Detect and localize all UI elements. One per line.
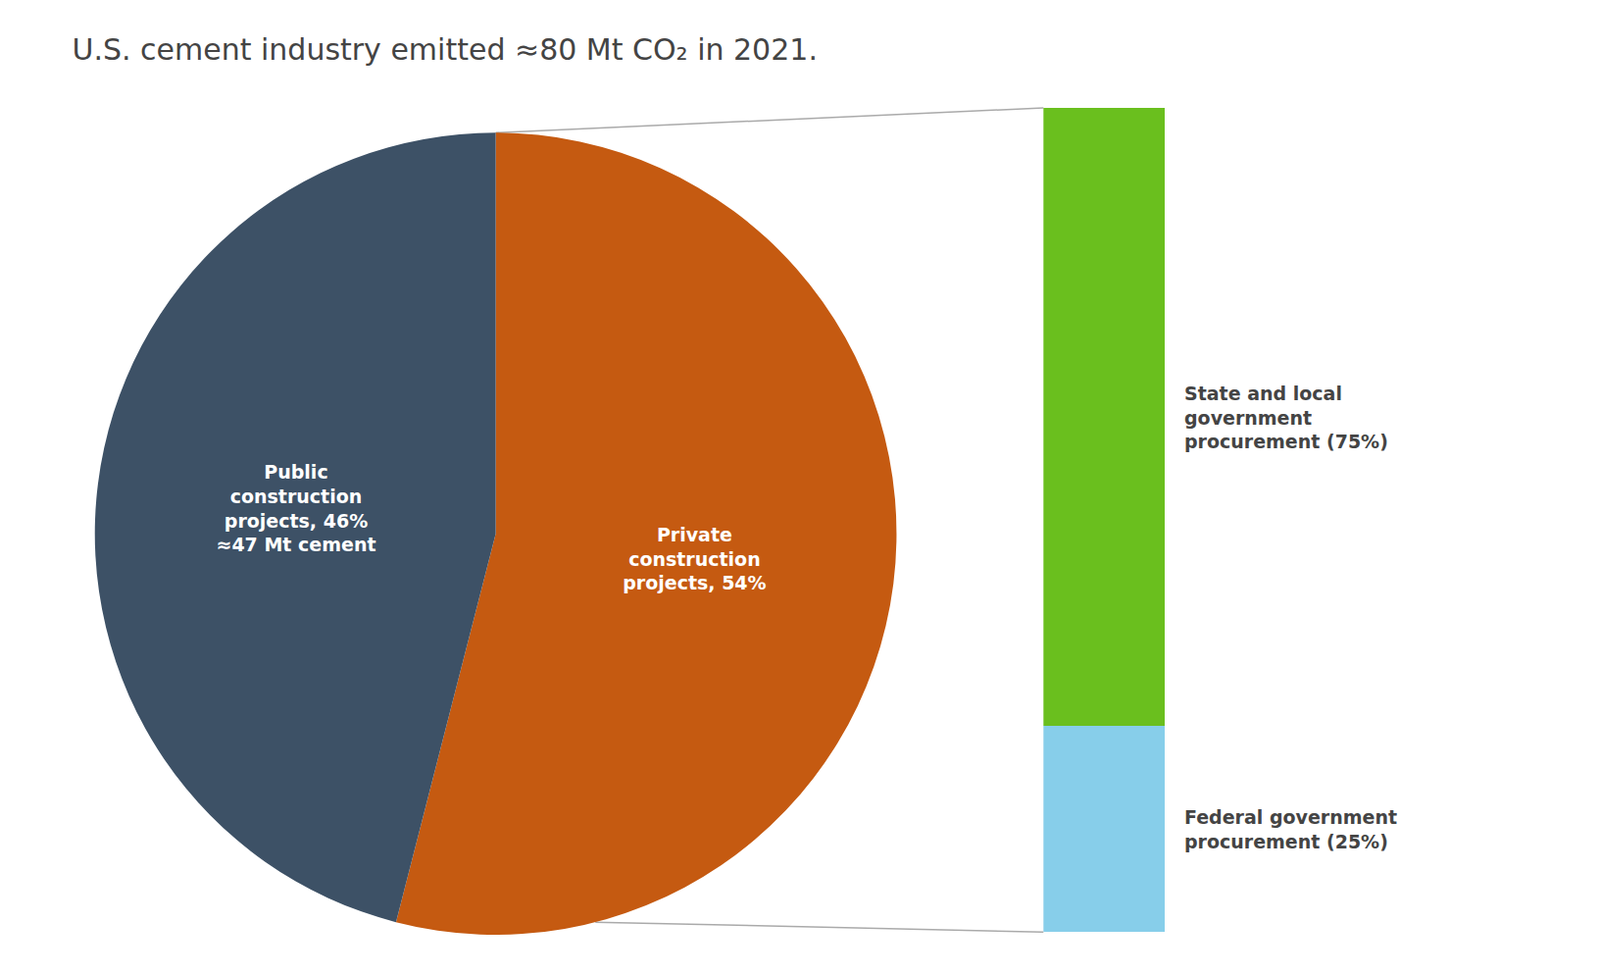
svg-text:Privateconstructionprojects, 5: Privateconstructionprojects, 54% [622, 523, 766, 594]
svg-text:Publicconstructionprojects, 46: Publicconstructionprojects, 46%≈47 Mt ce… [215, 460, 376, 555]
svg-text:State and localgovernmentprocu: State and localgovernmentprocurement (75… [1184, 382, 1389, 452]
svg-text:U.S. cement industry emitted ≈: U.S. cement industry emitted ≈80 Mt CO₂ … [71, 32, 817, 67]
svg-text:Federal governmentprocurement: Federal governmentprocurement (25%) [1184, 805, 1398, 852]
